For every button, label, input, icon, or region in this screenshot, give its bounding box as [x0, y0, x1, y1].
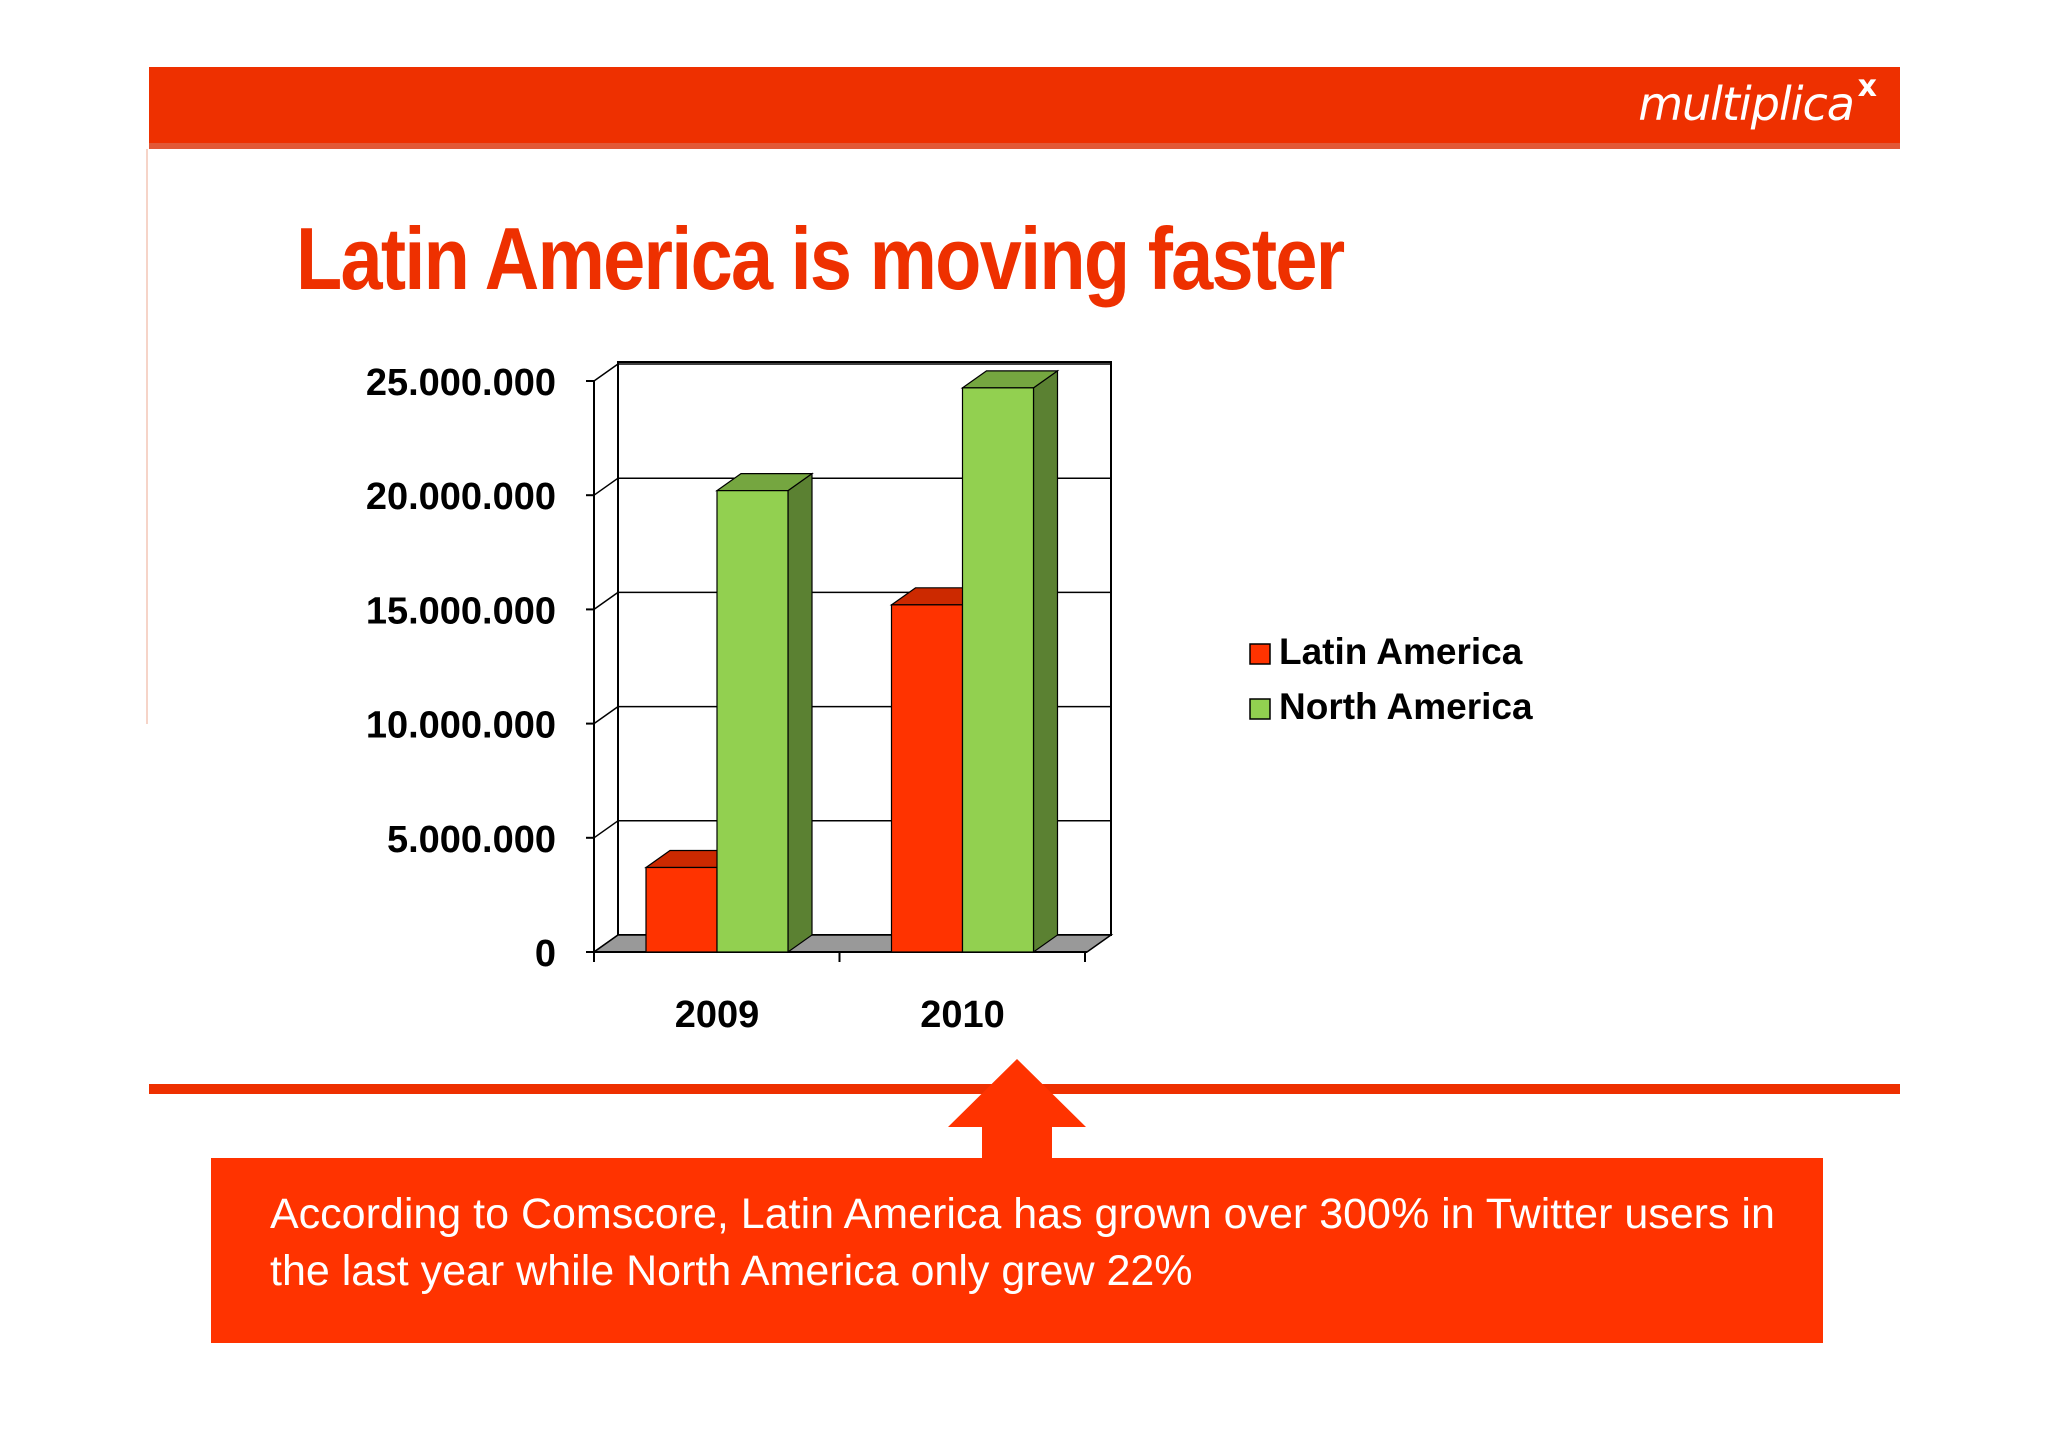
- y-tick-label: 0: [535, 933, 556, 975]
- gridline-depth: [593, 477, 619, 496]
- legend-label: North America: [1279, 686, 1533, 727]
- brand-logo: multiplica x: [1638, 69, 1877, 131]
- bar-side: [1032, 369, 1059, 954]
- legend-swatch: [1249, 643, 1271, 665]
- gridline-depth: [593, 591, 619, 611]
- left-rule: [146, 149, 148, 724]
- gridline-depth: [593, 363, 619, 382]
- x-tick-label: 2010: [920, 994, 1005, 1036]
- y-tick-label: 25.000.000: [366, 362, 556, 404]
- up-arrow-icon: [948, 1059, 1086, 1161]
- bar-2009-north-america: [715, 472, 814, 954]
- slide-title: Latin America is moving faster: [296, 209, 1345, 308]
- x-tick-label: 2009: [675, 994, 760, 1036]
- gridline-depth: [593, 705, 619, 725]
- bar-front: [716, 490, 789, 953]
- legend-swatch: [1249, 698, 1271, 720]
- header-bar: multiplica x: [149, 67, 1900, 149]
- bar-front: [961, 387, 1035, 953]
- bar-side: [787, 472, 813, 954]
- callout-box: According to Comscore, Latin America has…: [211, 1158, 1823, 1343]
- bar-2010-north-america: [960, 369, 1060, 954]
- gridline-depth: [593, 820, 619, 839]
- y-tick-label: 20.000.000: [366, 476, 556, 518]
- legend-label: Latin America: [1279, 631, 1523, 672]
- y-tick-label: 15.000.000: [366, 590, 556, 632]
- brand-logo-text: multiplica: [1638, 77, 1855, 131]
- callout-text: According to Comscore, Latin America has…: [270, 1190, 1775, 1295]
- bar-front: [645, 866, 718, 953]
- bar-front: [890, 604, 964, 953]
- y-tick-label: 10.000.000: [366, 705, 556, 747]
- brand-logo-mark: x: [1857, 69, 1877, 104]
- y-tick-label: 5.000.000: [387, 819, 556, 861]
